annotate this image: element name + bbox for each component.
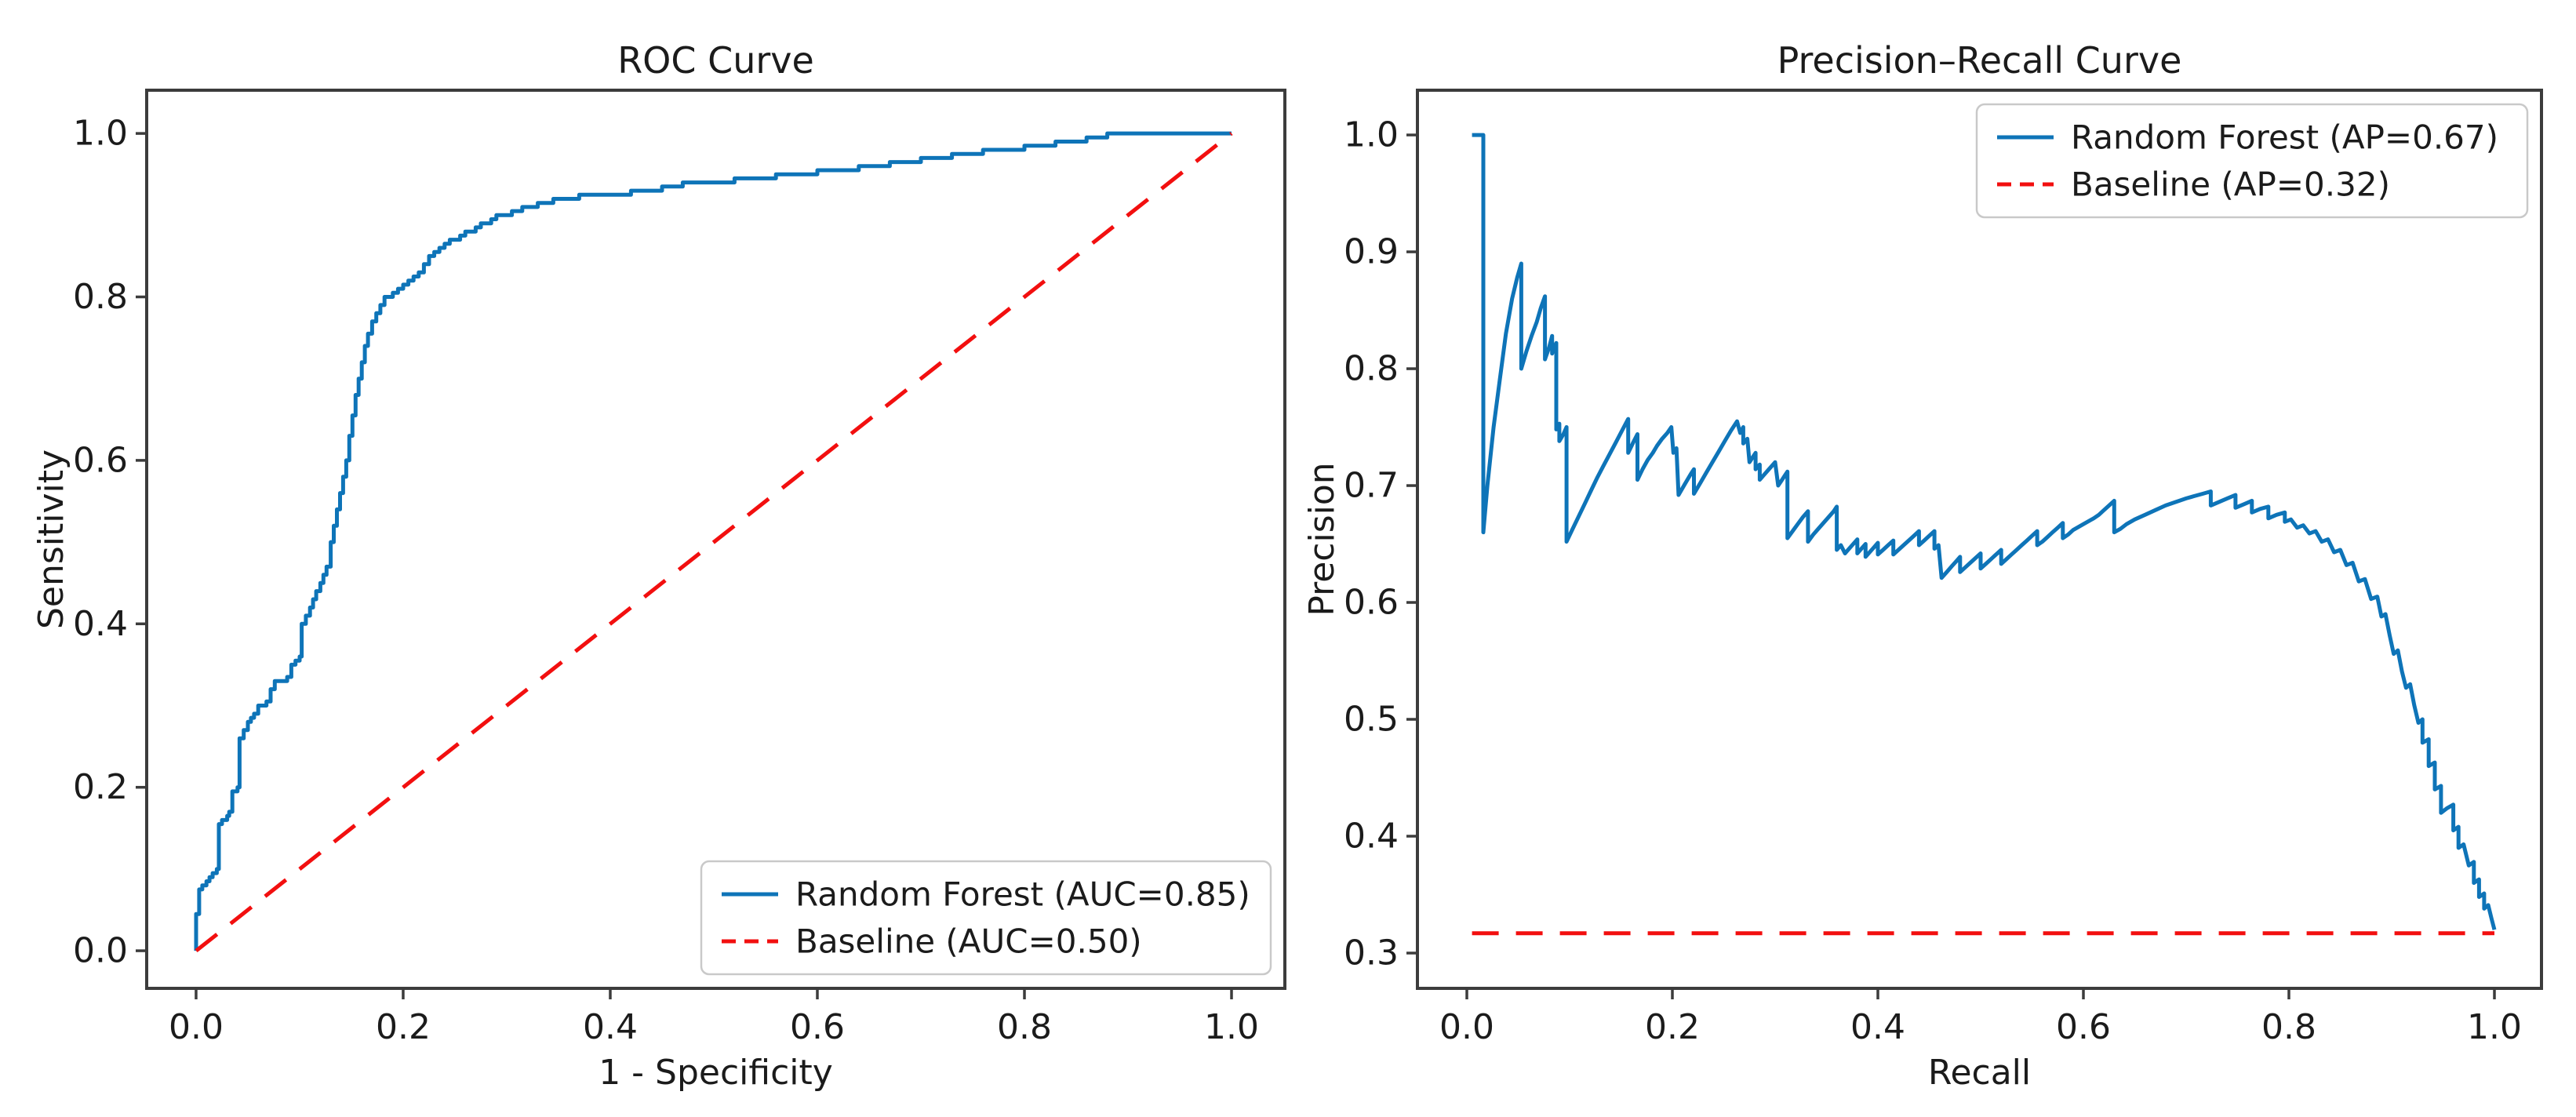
x-tick-label: 0.8 [2261,1007,2316,1047]
legend-entry-label: Baseline (AP=0.32) [2071,166,2390,204]
y-tick-label: 0.9 [1344,232,1399,272]
legend-entry-label: Random Forest (AUC=0.85) [795,875,1250,914]
legend-box [700,860,1272,976]
y-tick-label: 0.5 [1344,700,1399,740]
x-tick-label: 0.0 [169,1007,224,1047]
roc-baseline-line [195,132,1233,953]
roc-chart-plot-border [145,89,1286,990]
legend-box [1975,103,2529,219]
y-tick-label: 0.0 [73,931,128,971]
y-tick-label: 0.8 [1344,349,1399,389]
x-tick-label: 0.2 [1645,1007,1700,1047]
legend-entry-label: Baseline (AUC=0.50) [795,922,1142,961]
x-tick-label: 0.0 [1439,1007,1494,1047]
roc-chart-x-axis-label: 1 - Specificity [599,1053,833,1093]
legend-entry-label: Random Forest (AP=0.67) [2071,118,2498,157]
y-tick-label: 1.0 [1344,115,1399,155]
roc-chart-title: ROC Curve [617,39,814,82]
pr-chart-y-axis-label: Precision [1302,462,1342,616]
x-tick-label: 0.4 [1850,1007,1905,1047]
x-tick-label: 0.6 [790,1007,845,1047]
y-tick-label: 1.0 [73,114,128,154]
y-tick-label: 0.3 [1344,933,1399,973]
y-tick-label: 0.4 [1344,817,1399,857]
roc-chart: 0.0 0.2 0.4 0.6 0.8 1.0 0.0 0.2 0.4 0.6 0.8 1.0 ROC … [31,39,1286,1093]
pr-chart-legend: Random Forest (AP=0.67) Baseline (AP=0.32… [1975,103,2529,219]
roc-random-forest-line [194,131,1232,951]
x-tick-label: 0.2 [376,1007,431,1047]
pr-random-forest-line [1472,133,2497,930]
pr-chart-title: Precision–Recall Curve [1777,39,2182,82]
y-tick-label: 0.7 [1344,466,1399,506]
x-tick-label: 0.8 [997,1007,1052,1047]
roc-chart-y-axis-label: Sensitivity [31,449,71,629]
x-tick-label: 1.0 [1204,1007,1259,1047]
roc-chart-legend: Random Forest (AUC=0.85) Baseline (AUC=0.… [700,860,1272,976]
pr-chart-plot-border [1416,89,2543,990]
y-tick-label: 0.6 [73,440,128,480]
y-tick-label: 0.6 [1344,583,1399,623]
pr-chart-x-axis-label: Recall [1928,1053,2031,1093]
x-tick-label: 0.4 [583,1007,638,1047]
x-tick-label: 0.6 [2056,1007,2111,1047]
y-tick-label: 0.8 [73,277,128,317]
pr-chart: 0.0 0.2 0.4 0.6 0.8 1.0 0.3 0.4 0.5 0.6 0.7 0.8 0.9 1… [1302,39,2543,1093]
y-tick-label: 0.4 [73,604,128,644]
y-tick-label: 0.2 [73,767,128,807]
x-tick-label: 1.0 [2467,1007,2522,1047]
